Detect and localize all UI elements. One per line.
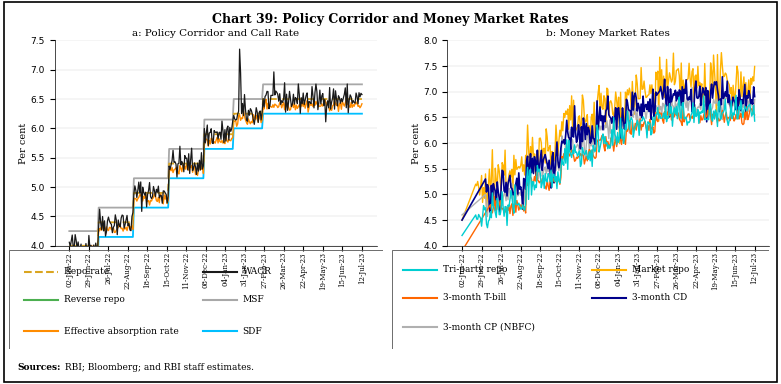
- Text: 3-month CD: 3-month CD: [632, 293, 686, 302]
- Text: Sources:: Sources:: [17, 363, 61, 372]
- Text: Effective absorption rate: Effective absorption rate: [63, 327, 178, 336]
- Text: Repo rate: Repo rate: [63, 267, 109, 276]
- Text: 3-month T-bill: 3-month T-bill: [443, 293, 506, 302]
- Text: Tri-party repo: Tri-party repo: [443, 265, 508, 274]
- Text: WACR: WACR: [243, 267, 272, 276]
- Title: a: Policy Corridor and Call Rate: a: Policy Corridor and Call Rate: [132, 29, 299, 38]
- Text: Chart 39: Policy Corridor and Money Market Rates: Chart 39: Policy Corridor and Money Mark…: [212, 13, 569, 26]
- Text: Market repo: Market repo: [632, 265, 689, 274]
- Text: 3-month CP (NBFC): 3-month CP (NBFC): [443, 323, 535, 332]
- Text: RBI; Bloomberg; and RBI staff estimates.: RBI; Bloomberg; and RBI staff estimates.: [62, 363, 255, 372]
- Text: SDF: SDF: [243, 327, 262, 336]
- Y-axis label: Per cent: Per cent: [19, 122, 28, 164]
- Text: MSF: MSF: [243, 295, 265, 304]
- Text: Reverse repo: Reverse repo: [63, 295, 124, 304]
- Y-axis label: Per cent: Per cent: [412, 122, 420, 164]
- Title: b: Money Market Rates: b: Money Market Rates: [547, 29, 670, 38]
